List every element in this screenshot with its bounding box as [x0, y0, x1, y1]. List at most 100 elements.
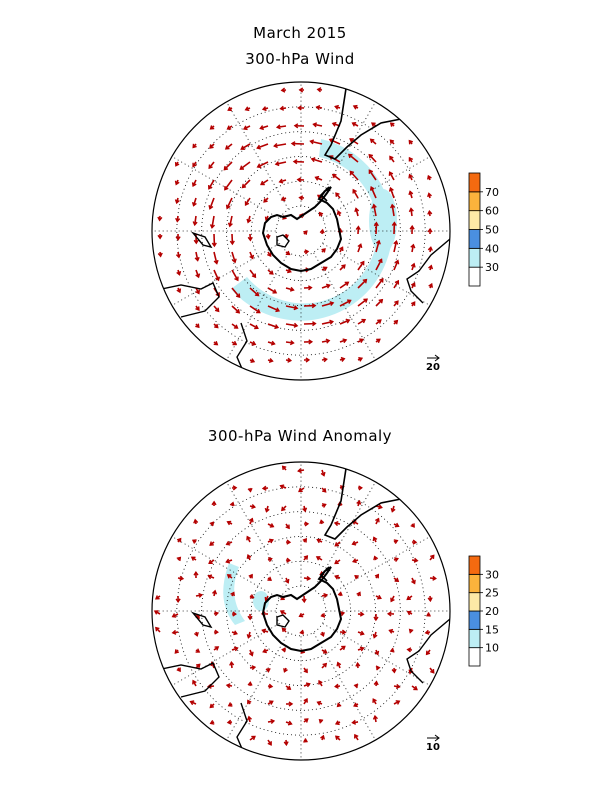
- wind-vector: [357, 279, 367, 289]
- australia-coastline: [152, 662, 220, 698]
- south-america-coastline: [323, 462, 402, 540]
- colorbar-segment: [468, 172, 481, 193]
- wind-vector: [249, 269, 257, 278]
- antarctica-coastline: [261, 566, 343, 653]
- wind-vector: [193, 215, 197, 225]
- wind-vector: [211, 215, 215, 228]
- wind-vector: [313, 123, 323, 127]
- wind-vectors: [157, 87, 434, 363]
- colorbar-tick-label: 50: [485, 224, 499, 237]
- wind-vector: [332, 173, 341, 181]
- colorbar-anomaly: 10 15 20 25 30: [468, 555, 499, 667]
- wind-vector: [339, 281, 349, 289]
- wind-vector: [375, 278, 384, 289]
- colorbar-tick-label: 15: [485, 623, 499, 636]
- reference-vector-label-anomaly: 10: [426, 742, 440, 753]
- wind-vector: [357, 261, 365, 271]
- wind-vector: [372, 204, 377, 217]
- wind-vector: [231, 287, 241, 298]
- reference-vector-wind: 20: [426, 354, 440, 373]
- wind-vector: [249, 287, 260, 297]
- africa-coastline: [406, 618, 450, 684]
- wind-vector: [231, 269, 239, 281]
- wind-vector: [239, 161, 251, 170]
- map-boundary: [151, 81, 451, 381]
- wind-vector: [370, 186, 377, 199]
- wind-vector: [389, 187, 395, 199]
- wind-vector: [393, 260, 399, 271]
- wind-vector: [224, 179, 233, 191]
- south-america-coastline: [323, 82, 402, 160]
- wind-vector: [195, 251, 199, 261]
- polar-map-wind: [151, 81, 451, 381]
- wind-vector: [352, 189, 359, 199]
- wind-vector: [311, 158, 323, 163]
- wind-vector: [260, 125, 269, 130]
- wind-vector: [231, 305, 240, 314]
- wind-vector: [267, 323, 279, 329]
- wind-vector: [208, 179, 215, 190]
- colorbar-segment: [468, 191, 481, 212]
- colorbar-tick-label: 25: [485, 587, 499, 600]
- colorbar-tick-label: 60: [485, 205, 499, 218]
- wind-vector: [375, 258, 383, 271]
- wind-vector: [368, 169, 377, 181]
- africa-coastline: [406, 238, 450, 304]
- antarctica-coastline: [261, 186, 343, 273]
- wind-vector: [257, 143, 269, 149]
- wind-vector: [275, 161, 287, 165]
- wind-vector: [389, 171, 395, 181]
- wind-vector: [209, 197, 215, 209]
- wind-vector: [329, 138, 341, 145]
- colorbar-segment: [468, 628, 481, 649]
- wind-vector: [285, 323, 298, 327]
- colorbar-tick-label: 70: [485, 186, 499, 199]
- colorbar-wind: 30 40 50 60 70: [468, 172, 499, 287]
- wind-vector: [249, 305, 261, 314]
- wind-vector: [339, 319, 350, 325]
- wind-vector: [223, 161, 233, 171]
- colorbar-segment: [468, 647, 481, 667]
- colorbar-segment: [468, 573, 481, 594]
- colorbar-segment: [468, 247, 481, 268]
- wind-speed-shading: [369, 189, 397, 253]
- colorbar-segment: [468, 610, 481, 630]
- colorbar-tick-label: 10: [485, 642, 499, 655]
- panel-title-anomaly: 300-hPa Wind Anomaly: [208, 427, 392, 445]
- polar-map-anomaly: [151, 461, 451, 761]
- coastlines: [152, 462, 450, 752]
- wind-vector: [349, 170, 359, 181]
- map-boundary: [151, 461, 451, 761]
- australia-coastline: [152, 282, 220, 318]
- figure-title: March 2015: [253, 24, 347, 42]
- reference-vector-label-wind: 20: [426, 362, 440, 373]
- colorbar-segment: [468, 210, 481, 230]
- wind-vector: [368, 154, 377, 163]
- wind-vector: [213, 251, 218, 264]
- colorbar-segment: [468, 592, 481, 612]
- wind-vector: [348, 153, 359, 163]
- wind-vector: [391, 204, 395, 217]
- colorbar-tick-label: 20: [485, 605, 499, 618]
- wind-vector: [375, 240, 380, 253]
- colorbar-tick-label: 30: [485, 568, 499, 581]
- wind-vector: [213, 269, 220, 281]
- wind-vector: [267, 287, 277, 294]
- wind-vector: [321, 302, 334, 307]
- wind-vector: [226, 197, 233, 209]
- wind-vector: [357, 244, 362, 253]
- wind-vector: [274, 143, 287, 147]
- colorbar-tick-label: 40: [485, 242, 499, 255]
- wind-vector: [257, 161, 269, 168]
- reference-vector-anomaly: 10: [426, 734, 440, 753]
- wind-vector: [285, 305, 298, 310]
- graticule: [152, 462, 450, 760]
- wind-vector: [357, 319, 366, 325]
- panel-title-wind: 300-hPa Wind: [245, 50, 355, 68]
- colorbar-segment: [468, 229, 481, 249]
- wind-vector: [339, 299, 352, 307]
- wind-vector: [240, 143, 251, 150]
- new-zealand-coastline: [190, 611, 213, 629]
- coastlines: [152, 82, 450, 372]
